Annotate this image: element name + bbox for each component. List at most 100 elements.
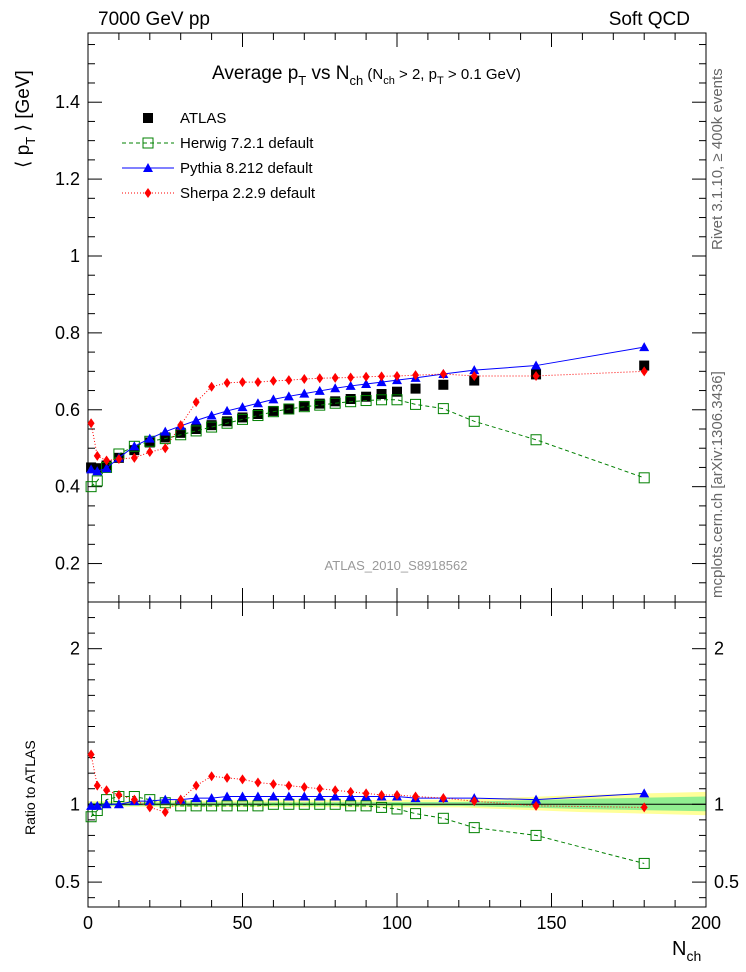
main-herwig-point (206, 421, 218, 433)
main-atlas-point (330, 396, 341, 407)
ratio-y-tick-label-right: 2 (714, 639, 724, 659)
main-sherpa-point (239, 377, 246, 388)
main-atlas-point (438, 379, 449, 390)
side-text-top: Rivet 3.1.10, ≥ 400k events (709, 68, 726, 250)
main-atlas-point (376, 389, 387, 400)
side-text-bottom: mcplots.cern.ch [arXiv:1306.3436] (709, 371, 726, 598)
ratio-sherpa-point (640, 802, 648, 813)
legend-label: Pythia 8.212 default (180, 160, 313, 177)
header-right: Soft QCD (609, 9, 690, 30)
analysis-watermark: ATLAS_2010_S8918562 (325, 558, 468, 573)
ratio-sherpa-point (177, 794, 185, 805)
ratio-pythia-point (160, 794, 171, 804)
main-sherpa-point (439, 369, 447, 380)
main-atlas-point (222, 416, 233, 427)
main-herwig-point (345, 396, 357, 408)
main-pythia-point (160, 426, 171, 436)
ratio-pythia-point (144, 796, 155, 806)
main-herwig-point (530, 434, 542, 446)
legend-marker (143, 113, 153, 123)
main-herwig-point (410, 398, 422, 410)
main-sherpa-point (640, 366, 648, 377)
ratio-sherpa-point (87, 749, 95, 760)
main-herwig-point (437, 403, 449, 415)
ratio-pythia-point (314, 791, 325, 801)
main-pythia-point (86, 464, 97, 474)
ratio-plot-area: 0 50 100 150 200 0.5 0.5 1 1 2 2 (55, 601, 739, 933)
ratio-sherpa-point (470, 796, 478, 807)
main-sherpa-point (93, 450, 101, 461)
main-herwig-point (252, 410, 264, 422)
main-atlas-point (175, 427, 186, 438)
ratio-sherpa-point (254, 777, 262, 788)
main-title: Average pT vs Nch (Nch > 2, pT > 0.1 GeV… (212, 63, 521, 88)
ratio-pythia-point (113, 799, 124, 809)
ratio-sherpa-point (103, 785, 111, 796)
ratio-herwig-point (360, 800, 372, 812)
main-pythia-point (92, 466, 103, 476)
xlabel: Nch (672, 938, 701, 964)
main-atlas-point (160, 432, 171, 443)
ratio-herwig-point (468, 822, 480, 834)
main-sherpa-point (393, 370, 401, 381)
main-plot-area: 0.2 0.4 0.6 0.8 1 1.2 1.4 (55, 32, 707, 603)
main-y-tick-label: 1 (70, 246, 80, 266)
ratio-herwig-point (237, 800, 248, 812)
ratio-sherpa-point (146, 802, 154, 813)
main-pythia-point (101, 463, 112, 473)
ratio-pythia-point (101, 799, 112, 809)
main-herwig-point (468, 415, 480, 427)
main-sherpa-point (378, 371, 386, 382)
legend-label: ATLAS (180, 110, 226, 127)
ratio-herwig-point (345, 800, 357, 812)
main-sherpa-point (130, 452, 138, 463)
main-pythia-point (299, 388, 310, 398)
main-sherpa-point (177, 420, 185, 431)
ratio-frame (87, 601, 707, 908)
main-herwig-point (85, 481, 97, 493)
main-pythia-line (90, 346, 645, 472)
main-herwig-point (314, 399, 326, 411)
main-pythia-point (314, 385, 325, 395)
main-y-tick-label: 1.2 (55, 169, 80, 189)
ratio-herwig-point (376, 801, 388, 813)
legend-label: Herwig 7.2.1 default (180, 135, 314, 152)
main-pythia-point (361, 379, 372, 389)
ratio-sherpa-point (393, 789, 401, 800)
main-sherpa-point (269, 375, 277, 386)
ratio-pythia-point (531, 794, 542, 804)
ratio-pythia-point (268, 791, 279, 801)
main-atlas-point (639, 360, 650, 371)
ratio-pythia-point (237, 791, 248, 801)
main-herwig-point (329, 397, 341, 409)
ratio-herwig-point (391, 803, 403, 815)
main-pythia-point (237, 402, 248, 412)
ratio-pythia-point (330, 791, 341, 801)
x-tick-label: 100 (382, 913, 412, 933)
ratio-ylabel: Ratio to ATLAS (22, 740, 38, 835)
main-sherpa-point (192, 397, 200, 408)
main-atlas-point (268, 405, 279, 416)
ratio-herwig-point (410, 808, 422, 820)
main-sherpa-point (254, 377, 262, 388)
main-herwig-point (638, 472, 650, 484)
legend-marker (143, 163, 153, 172)
ratio-herwig-point (252, 800, 264, 812)
ratio-sherpa-point (269, 779, 277, 790)
main-herwig-point (91, 475, 103, 487)
main-sherpa-point (223, 377, 231, 388)
ratio-sherpa-point (347, 786, 355, 797)
main-herwig-line (90, 399, 645, 488)
main-sherpa-point (208, 381, 216, 392)
x-tick-label: 200 (691, 913, 721, 933)
main-sherpa-point (285, 375, 293, 386)
main-sherpa-point (331, 372, 339, 383)
header-left: 7000 GeV pp (98, 9, 210, 30)
ratio-sherpa-point (192, 780, 200, 791)
main-herwig-point (391, 394, 403, 406)
main-sherpa-point (161, 443, 169, 454)
main-sherpa-point (362, 371, 370, 382)
main-sherpa-point (300, 374, 308, 385)
ratio-sherpa-point (439, 793, 447, 804)
main-sherpa-point (115, 453, 123, 464)
